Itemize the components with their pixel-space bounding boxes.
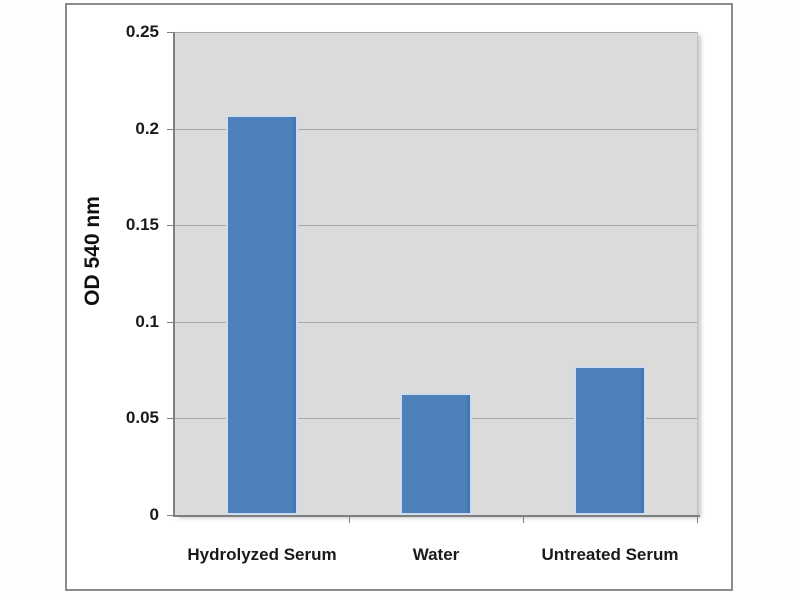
y-tick-mark-0.15	[167, 225, 173, 226]
y-tick-label-0.05: 0.05	[125, 408, 159, 427]
y-tick-label-0.15: 0.15	[125, 215, 159, 234]
x-axis-line	[173, 515, 700, 517]
bar-hydrolyzed-serum	[226, 115, 298, 515]
y-axis-line	[173, 32, 175, 517]
y-tick-mark-0.1	[167, 322, 173, 323]
x-category-label-hydrolyzed-serum: Hydrolyzed Serum	[187, 545, 337, 564]
x-tick-mark-1	[349, 517, 350, 523]
y-tick-label-0.1: 0.1	[135, 312, 159, 331]
x-category-label-water: Water	[412, 545, 460, 564]
gridline-0.25	[175, 32, 697, 33]
bar-water	[400, 393, 472, 515]
x-category-label-untreated-serum: Untreated Serum	[541, 545, 679, 564]
y-tick-mark-0.25	[167, 32, 173, 33]
gridline-0.2	[175, 129, 697, 130]
y-tick-mark-0	[167, 515, 173, 516]
x-tick-mark-2	[523, 517, 524, 523]
y-tick-label-0.25: 0.25	[125, 22, 159, 41]
bar-untreated-serum	[574, 366, 646, 515]
y-tick-mark-0.2	[167, 129, 173, 130]
y-tick-label-0.2: 0.2	[135, 119, 159, 138]
gridline-0.1	[175, 322, 697, 323]
gridline-0.15	[175, 225, 697, 226]
x-tick-mark-3	[697, 517, 698, 523]
chart-frame: OD 540 nm 0 0.05 0.1 0.15 0.2 0.25 Hydrolyzed…	[65, 3, 733, 591]
y-tick-label-0: 0	[149, 505, 159, 524]
y-tick-mark-0.05	[167, 418, 173, 419]
